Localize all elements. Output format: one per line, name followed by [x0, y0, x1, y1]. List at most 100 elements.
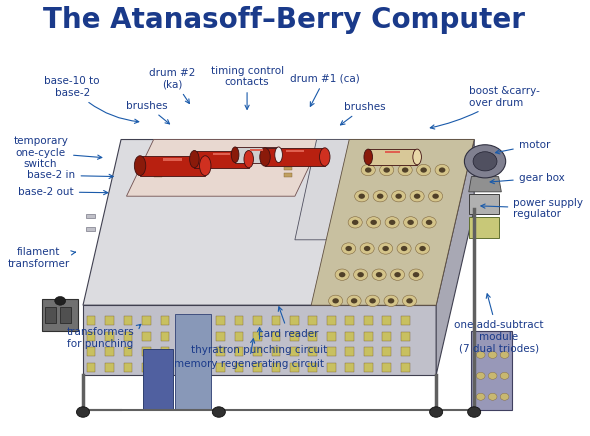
Circle shape	[419, 246, 426, 251]
Bar	[198, 332, 206, 341]
Ellipse shape	[320, 148, 330, 166]
Text: drum #2
(ka): drum #2 (ka)	[149, 68, 196, 103]
Bar	[309, 332, 317, 341]
Bar	[309, 316, 317, 325]
Ellipse shape	[231, 147, 239, 163]
Circle shape	[361, 164, 375, 176]
Text: temporary
one-cycle
switch: temporary one-cycle switch	[13, 136, 102, 169]
Text: filament
transformer: filament transformer	[7, 247, 76, 269]
Circle shape	[348, 217, 362, 228]
Bar	[368, 149, 417, 165]
Bar	[401, 332, 409, 341]
Circle shape	[385, 217, 399, 228]
Text: The Atanasoff–Berry Computer: The Atanasoff–Berry Computer	[43, 6, 525, 34]
Circle shape	[401, 246, 407, 251]
Circle shape	[339, 272, 345, 277]
Bar	[124, 347, 132, 356]
Circle shape	[366, 217, 381, 228]
Text: power supply
regulator: power supply regulator	[481, 198, 584, 219]
Text: one add-subtract
module
(7 dual triodes): one add-subtract module (7 dual triodes)	[454, 294, 543, 353]
Circle shape	[413, 272, 419, 277]
Bar	[235, 147, 278, 163]
Bar	[382, 363, 391, 372]
Ellipse shape	[244, 150, 254, 168]
Circle shape	[329, 295, 343, 307]
Circle shape	[369, 298, 376, 303]
Bar	[179, 316, 188, 325]
Circle shape	[473, 152, 497, 171]
Circle shape	[397, 243, 411, 254]
Bar	[140, 156, 205, 176]
Text: memory regenerating circuit: memory regenerating circuit	[173, 339, 324, 369]
Circle shape	[432, 194, 439, 199]
Circle shape	[379, 243, 393, 254]
Circle shape	[421, 167, 427, 173]
Circle shape	[391, 269, 405, 280]
Bar	[290, 363, 299, 372]
Bar	[87, 332, 96, 341]
Bar	[327, 332, 336, 341]
Bar	[105, 316, 114, 325]
Circle shape	[468, 407, 481, 417]
Text: brushes: brushes	[126, 101, 169, 124]
Bar	[105, 332, 114, 341]
Bar	[385, 151, 400, 153]
Bar	[216, 316, 225, 325]
Bar	[124, 363, 132, 372]
Circle shape	[476, 372, 485, 379]
Bar	[153, 167, 162, 170]
Text: base-10 to
base-2: base-10 to base-2	[44, 76, 139, 123]
Bar	[142, 332, 151, 341]
Bar	[124, 316, 132, 325]
Bar	[382, 347, 391, 356]
Circle shape	[409, 269, 423, 280]
Bar	[253, 332, 262, 341]
Bar	[364, 347, 372, 356]
Bar	[253, 316, 262, 325]
Bar	[290, 332, 299, 341]
Ellipse shape	[189, 150, 199, 168]
Bar	[160, 332, 169, 341]
Circle shape	[428, 191, 442, 202]
Bar	[160, 363, 169, 372]
Text: gear box: gear box	[490, 173, 565, 184]
Bar	[382, 332, 391, 341]
Text: base-2 out: base-2 out	[18, 187, 108, 197]
Text: timing control
contacts: timing control contacts	[211, 65, 284, 109]
Circle shape	[353, 269, 368, 280]
Bar	[235, 316, 243, 325]
Ellipse shape	[413, 149, 421, 165]
Circle shape	[365, 167, 372, 173]
Circle shape	[377, 194, 384, 199]
Circle shape	[415, 243, 430, 254]
Bar	[86, 227, 96, 231]
Polygon shape	[126, 140, 322, 196]
Ellipse shape	[364, 149, 372, 165]
Bar	[87, 363, 96, 372]
Ellipse shape	[260, 148, 270, 166]
Bar	[345, 347, 354, 356]
Circle shape	[422, 217, 436, 228]
Circle shape	[398, 164, 412, 176]
Text: brushes: brushes	[340, 102, 385, 125]
Circle shape	[439, 167, 445, 173]
Bar	[290, 316, 299, 325]
Bar	[327, 363, 336, 372]
Bar	[142, 363, 151, 372]
Circle shape	[500, 393, 509, 400]
Ellipse shape	[275, 147, 283, 163]
Bar	[198, 316, 206, 325]
Circle shape	[464, 145, 506, 178]
Bar	[271, 363, 280, 372]
Circle shape	[489, 351, 497, 358]
Text: drum #1 (ca): drum #1 (ca)	[290, 74, 360, 106]
Circle shape	[371, 220, 377, 225]
Text: thyratron punching circuit: thyratron punching circuit	[191, 327, 327, 354]
Bar	[105, 347, 114, 356]
Circle shape	[417, 164, 431, 176]
Circle shape	[212, 407, 225, 417]
Bar	[160, 347, 169, 356]
Bar	[250, 149, 263, 151]
Bar	[271, 332, 280, 341]
Circle shape	[55, 296, 65, 305]
